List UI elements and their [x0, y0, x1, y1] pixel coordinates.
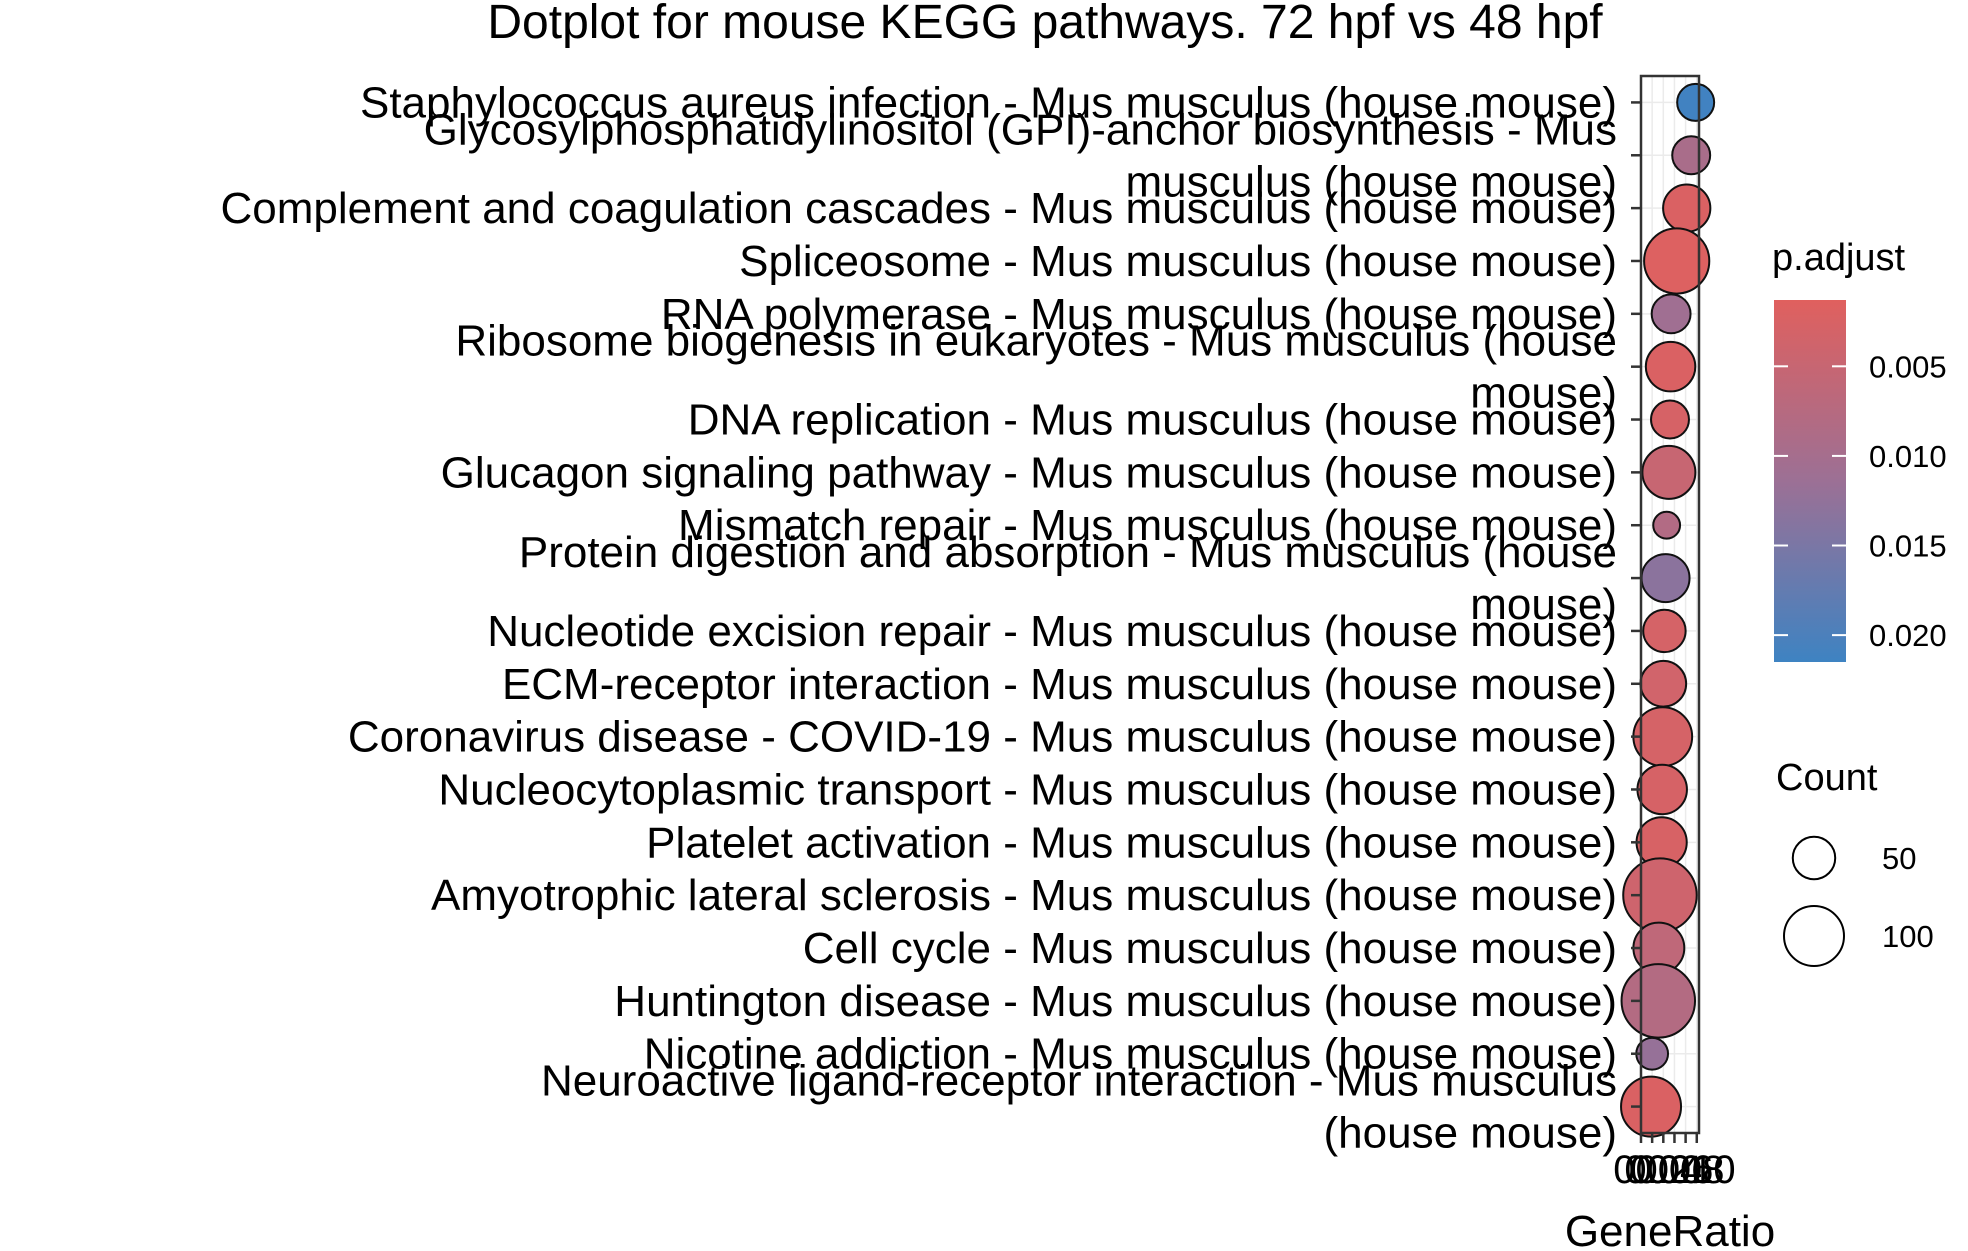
y-tick-label: DNA replication - Mus musculus (house mo… [688, 396, 1617, 445]
color-legend-title: p.adjust [1772, 237, 1906, 279]
y-tick-label: ECM-receptor interaction - Mus musculus … [502, 660, 1617, 709]
y-tick-label: Huntington disease - Mus musculus (house… [614, 977, 1617, 1026]
data-point [1639, 659, 1688, 708]
y-tick-label-line: Nicotine addiction - Mus musculus (house… [644, 1030, 1617, 1079]
y-tick-label: Nicotine addiction - Mus musculus (house… [644, 1030, 1617, 1079]
y-tick-label-line: mouse) [1470, 580, 1617, 629]
y-axis-ticks [1631, 101, 1641, 1108]
y-tick-label-line: RNA polymerase - Mus musculus (house mou… [661, 290, 1617, 339]
x-axis-title: GeneRatio [1565, 1207, 1775, 1251]
y-tick-label: Spliceosome - Mus musculus (house mouse) [739, 237, 1617, 286]
color-legend-label: 0.005 [1869, 349, 1947, 384]
color-legend-label: 0.020 [1869, 618, 1947, 653]
y-tick-label-line: Cell cycle - Mus musculus (house mouse) [803, 924, 1617, 973]
y-tick-label-line: ECM-receptor interaction - Mus musculus … [502, 660, 1617, 709]
data-point [1643, 227, 1711, 295]
y-tick-label: Complement and coagulation cascades - Mu… [221, 184, 1617, 233]
y-tick-label-line: (house mouse) [1324, 1109, 1617, 1158]
y-tick-label-line: Glycosylphosphatidylinositol (GPI)-ancho… [424, 105, 1617, 154]
x-tick-label: 0.02 [1613, 1148, 1691, 1192]
size-legend-circle [1791, 835, 1837, 881]
y-tick-label: Glucagon signaling pathway - Mus musculu… [441, 448, 1617, 497]
y-tick-label: Mismatch repair - Mus musculus (house mo… [678, 501, 1617, 550]
size-legend-label: 50 [1882, 841, 1916, 876]
y-tick-label-line: Spliceosome - Mus musculus (house mouse) [739, 237, 1617, 286]
data-point [1671, 135, 1712, 176]
y-tick-label-line: musculus (house mouse) [1125, 157, 1617, 206]
chart-title: Dotplot for mouse KEGG pathways. 72 hpf … [487, 0, 1603, 49]
size-legend-items: 50 100 [1783, 835, 1934, 967]
y-tick-label: Protein digestion and absorption - Mus m… [519, 528, 1617, 629]
y-tick-label-line: Coronavirus disease - COVID-19 - Mus mus… [348, 713, 1617, 762]
y-tick-label-line: mouse) [1470, 369, 1617, 418]
size-legend-label: 100 [1882, 919, 1934, 954]
y-tick-label-line: Nucleocytoplasmic transport - Mus muscul… [438, 765, 1617, 814]
y-tick-label-line: DNA replication - Mus musculus (house mo… [688, 396, 1617, 445]
y-tick-label: Glycosylphosphatidylinositol (GPI)-ancho… [424, 105, 1617, 206]
data-point [1641, 444, 1697, 500]
data-point [1652, 510, 1682, 540]
y-tick-label: RNA polymerase - Mus musculus (house mou… [661, 290, 1617, 339]
y-tick-label: Amyotrophic lateral sclerosis - Mus musc… [431, 871, 1617, 920]
data-point [1636, 763, 1688, 816]
y-tick-label: Cell cycle - Mus musculus (house mouse) [803, 924, 1617, 973]
y-tick-label-line: Huntington disease - Mus musculus (house… [614, 977, 1617, 1026]
size-legend-circle [1783, 905, 1845, 967]
data-point [1642, 608, 1687, 654]
color-legend-ticks: 0.005 0.010 0.015 0.020 [1774, 349, 1947, 653]
y-tick-label: Neuroactive ligand-receptor interaction … [541, 1057, 1617, 1158]
y-tick-label: Staphylococcus aureus infection - Mus mu… [360, 78, 1617, 127]
data-point [1676, 82, 1716, 122]
y-tick-label: Nucleotide excision repair - Mus musculu… [487, 607, 1617, 656]
y-tick-label-line: Complement and coagulation cascades - Mu… [221, 184, 1617, 233]
data-point [1650, 293, 1692, 335]
plot-border [1639, 74, 1701, 1135]
y-axis-labels: Staphylococcus aureus infection - Mus mu… [221, 78, 1617, 1157]
x-tick-label: 0.08 [1647, 1148, 1725, 1192]
size-legend: Count 50 100 [1776, 757, 1934, 967]
y-tick-label: Nucleocytoplasmic transport - Mus muscul… [438, 765, 1617, 814]
data-point [1640, 553, 1691, 604]
data-point [1644, 340, 1697, 393]
y-tick-label-line: Neuroactive ligand-receptor interaction … [541, 1057, 1617, 1106]
color-legend-label: 0.010 [1869, 439, 1947, 474]
data-point [1662, 183, 1712, 233]
x-tick-label: 0 [1630, 1148, 1652, 1192]
data-point [1650, 399, 1690, 440]
color-legend: p.adjust 0.005 0.010 0.015 0.020 [1772, 237, 1947, 662]
x-tick-label: 0.10 [1658, 1148, 1736, 1192]
y-tick-label-line: Glucagon signaling pathway - Mus musculu… [441, 448, 1617, 497]
x-axis-ticks: 00.020.040.060.080.10 [1613, 1133, 1736, 1192]
size-legend-title: Count [1776, 757, 1878, 799]
y-tick-label-line: Amyotrophic lateral sclerosis - Mus musc… [431, 871, 1617, 920]
y-tick-label-line: Protein digestion and absorption - Mus m… [519, 528, 1617, 577]
y-tick-label-line: Ribosome biogenesis in eukaryotes - Mus … [455, 317, 1617, 366]
y-tick-label: Coronavirus disease - COVID-19 - Mus mus… [348, 713, 1617, 762]
x-tick-label: 0.04 [1624, 1148, 1702, 1192]
color-legend-bar [1774, 300, 1846, 662]
y-tick-label-line: Staphylococcus aureus infection - Mus mu… [360, 78, 1617, 127]
x-tick-label: 0.06 [1636, 1148, 1714, 1192]
y-tick-label: Platelet activation - Mus musculus (hous… [646, 818, 1617, 867]
y-tick-label: Ribosome biogenesis in eukaryotes - Mus … [455, 317, 1617, 418]
y-tick-label-line: Mismatch repair - Mus musculus (house mo… [678, 501, 1617, 550]
y-tick-label-line: Platelet activation - Mus musculus (hous… [646, 818, 1617, 867]
y-tick-label-line: Nucleotide excision repair - Mus musculu… [487, 607, 1617, 656]
data-point [1620, 1075, 1683, 1138]
color-legend-label: 0.015 [1869, 529, 1947, 564]
